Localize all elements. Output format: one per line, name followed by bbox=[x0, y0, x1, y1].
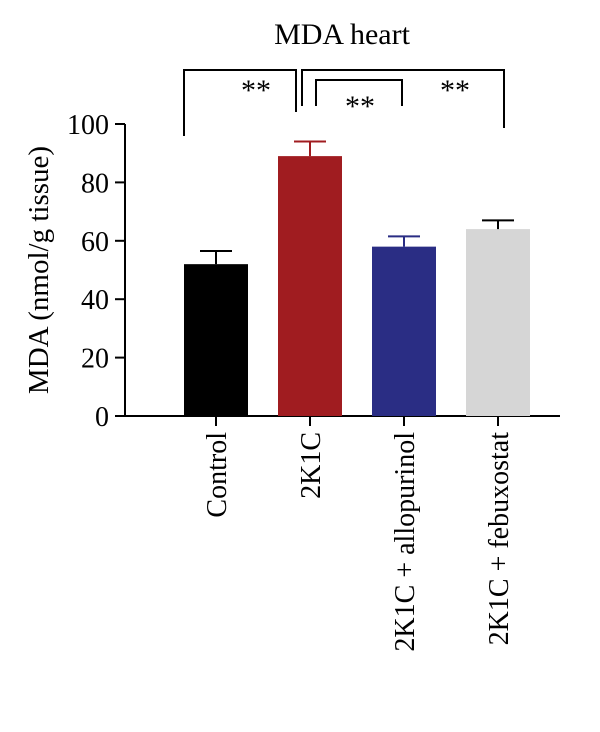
significance-bracket-2 bbox=[315, 79, 403, 106]
chart-title: MDA heart bbox=[274, 18, 410, 51]
y-tick-label: 0 bbox=[95, 402, 109, 433]
significance-bracket-1 bbox=[183, 69, 297, 136]
significance-label: ** bbox=[241, 74, 271, 107]
x-tick-label: Control bbox=[202, 432, 233, 518]
bar-3 bbox=[372, 246, 436, 416]
x-tick-label: 2K1C + febuxostat bbox=[484, 432, 515, 646]
plot-area: 0 20 40 60 80 100 Control 2K1C 2K1C + allopurino… bbox=[67, 69, 560, 652]
bar-1 bbox=[184, 264, 248, 416]
bar-2 bbox=[278, 156, 342, 416]
y-tick-label: 40 bbox=[81, 285, 109, 316]
bar-4 bbox=[466, 229, 530, 416]
significance-bracket-3 bbox=[301, 69, 505, 128]
y-tick-label: 80 bbox=[81, 168, 109, 199]
x-tick-label: 2K1C + allopurinol bbox=[390, 432, 421, 652]
significance-label: ** bbox=[440, 74, 470, 107]
significance-label: ** bbox=[345, 90, 375, 123]
x-tick-label: 2K1C bbox=[296, 432, 327, 499]
y-tick-label: 60 bbox=[81, 227, 109, 258]
y-tick-label: 100 bbox=[67, 110, 109, 141]
y-tick-label: 20 bbox=[81, 344, 109, 375]
y-axis-label: MDA (nmol/g tissue) bbox=[23, 146, 55, 394]
